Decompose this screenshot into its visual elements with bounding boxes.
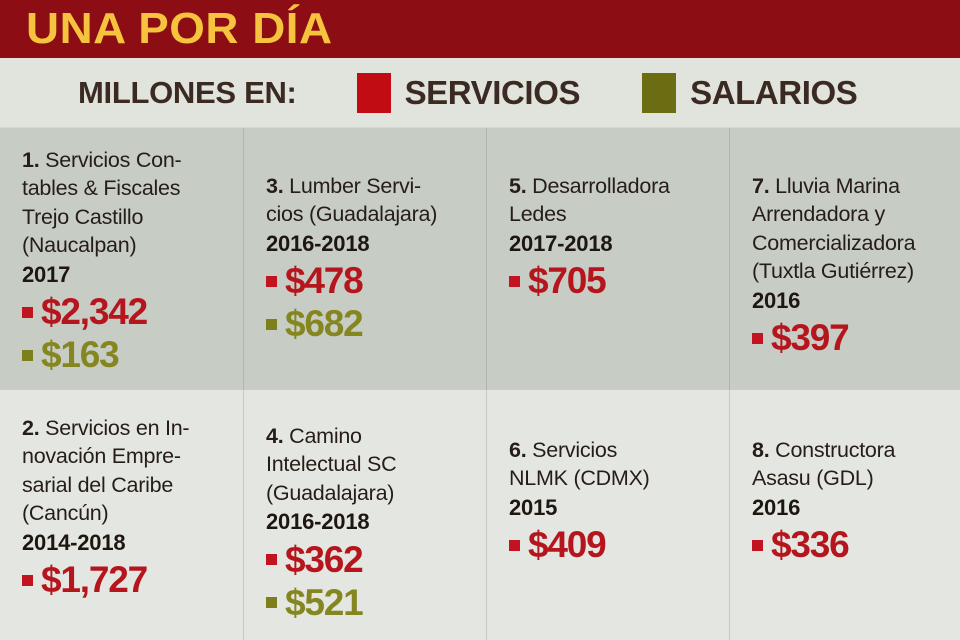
entry-years-7: 2016	[752, 287, 801, 313]
salarios-bullet-icon	[266, 597, 277, 609]
entry-rank-6: 6.	[509, 438, 527, 462]
entry-value-servicios-4: $362	[266, 538, 472, 580]
entry-amount-salarios-1: $163	[41, 334, 120, 376]
entry-name-6: 6. Servicios NLMK (CDMX)	[509, 436, 715, 493]
legend-prefix-label: MILLONES EN:	[78, 74, 297, 110]
entry-rank-7: 7.	[752, 174, 770, 198]
entry-value-servicios-2: $1,727	[22, 560, 229, 600]
entry-value-servicios-3: $478	[266, 261, 472, 301]
servicios-swatch-icon	[356, 72, 391, 113]
entry-value-salarios-4: $521	[266, 581, 472, 623]
entry-amount-servicios-2: $1,727	[41, 559, 148, 601]
legend-label-servicios: SERVICIOS	[404, 73, 581, 111]
entry-amount-servicios-4: $362	[285, 538, 364, 580]
servicios-bullet-icon	[22, 574, 33, 586]
legend-entry-salarios: SALARIOS	[642, 72, 858, 113]
entry-company-5: Desarrolladora Ledes	[509, 174, 670, 227]
salarios-swatch-icon	[642, 72, 677, 113]
legend-label-salarios: SALARIOS	[690, 73, 858, 111]
entry-value-servicios-8: $336	[752, 525, 946, 565]
entry-name-8: 8. Constructora Asasu (GDL)	[752, 436, 946, 493]
entry-name-4: 4. Camino Intelectual SC (Guadalajara)	[266, 422, 472, 507]
entry-amount-salarios-3: $682	[285, 303, 364, 345]
entry-amount-servicios-1: $2,342	[41, 291, 148, 333]
servicios-bullet-icon	[509, 539, 520, 551]
entry-years-3: 2016-2018	[266, 230, 370, 256]
entry-amount-servicios-8: $336	[771, 524, 850, 566]
entry-value-servicios-1: $2,342	[22, 292, 229, 332]
entry-rank-3: 3.	[266, 174, 284, 198]
entry-row-top: 1. Servicios Con-tables & Fiscales Trejo …	[0, 128, 960, 390]
servicios-bullet-icon	[509, 275, 520, 287]
servicios-bullet-icon	[752, 332, 763, 344]
entry-years-2: 2014-2018	[22, 529, 126, 555]
entry-card-1: 1. Servicios Con-tables & Fiscales Trejo …	[0, 128, 243, 390]
entry-years-5: 2017-2018	[509, 230, 613, 256]
entry-amount-servicios-6: $409	[528, 524, 607, 566]
entry-name-1: 1. Servicios Con-tables & Fiscales Trejo …	[22, 146, 229, 260]
entry-value-salarios-3: $682	[266, 304, 472, 344]
entry-company-1: Servicios Con-tables & Fiscales Trejo Cas…	[22, 148, 182, 258]
entry-card-2: 2. Servicios en In-novación Empre-sarial…	[0, 390, 243, 640]
entry-rank-5: 5.	[509, 174, 527, 198]
entry-card-5: 5. Desarrolladora Ledes 2017-2018 $705	[486, 128, 729, 390]
servicios-bullet-icon	[752, 539, 763, 551]
entry-value-salarios-1: $163	[22, 335, 229, 375]
title-bar: UNA POR DÍA	[0, 0, 960, 58]
entry-years-4: 2016-2018	[266, 509, 370, 535]
entry-amount-servicios-3: $478	[285, 260, 364, 302]
entry-company-4: Camino Intelectual SC (Guadalajara)	[266, 424, 397, 505]
servicios-bullet-icon	[22, 306, 33, 318]
entry-amount-servicios-7: $397	[771, 317, 850, 359]
entry-card-8: 8. Constructora Asasu (GDL) 2016 $336	[729, 390, 960, 640]
entry-rank-8: 8.	[752, 438, 770, 462]
entry-years-8: 2016	[752, 494, 801, 520]
entry-rank-2: 2.	[22, 416, 40, 440]
entry-value-servicios-7: $397	[752, 318, 946, 358]
entry-company-3: Lumber Servi-cios (Guadalajara)	[266, 174, 438, 227]
servicios-bullet-icon	[266, 554, 277, 566]
entry-company-8: Constructora Asasu (GDL)	[752, 438, 896, 491]
page-title: UNA POR DÍA	[26, 4, 333, 53]
entry-row-bottom: 2. Servicios en In-novación Empre-sarial…	[0, 390, 960, 640]
salarios-bullet-icon	[22, 349, 33, 361]
entry-value-servicios-5: $705	[509, 261, 715, 301]
entry-company-6: Servicios NLMK (CDMX)	[509, 438, 650, 491]
entry-value-servicios-6: $409	[509, 525, 715, 565]
entry-company-7: Lluvia Marina Arrendadora y Comercializado…	[752, 174, 916, 284]
entry-amount-servicios-5: $705	[528, 260, 607, 302]
salarios-bullet-icon	[266, 318, 277, 330]
entry-card-4: 4. Camino Intelectual SC (Guadalajara) 201…	[243, 390, 486, 640]
entry-rank-4: 4.	[266, 424, 284, 448]
entry-name-5: 5. Desarrolladora Ledes	[509, 172, 715, 229]
entry-company-2: Servicios en In-novación Empre-sarial de…	[22, 416, 190, 526]
entry-amount-salarios-4: $521	[285, 581, 364, 623]
entry-name-2: 2. Servicios en In-novación Empre-sarial…	[22, 414, 229, 528]
servicios-bullet-icon	[266, 275, 277, 287]
entry-name-7: 7. Lluvia Marina Arrendadora y Comercializ…	[752, 172, 946, 286]
entry-years-1: 2017	[22, 261, 71, 287]
entry-years-6: 2015	[509, 494, 558, 520]
entry-card-7: 7. Lluvia Marina Arrendadora y Comercializ…	[729, 128, 960, 390]
legend: MILLONES EN: SERVICIOS SALARIOS	[0, 58, 960, 128]
entry-name-3: 3. Lumber Servi-cios (Guadalajara)	[266, 172, 472, 229]
entry-card-3: 3. Lumber Servi-cios (Guadalajara) 2016-…	[243, 128, 486, 390]
legend-entry-servicios: SERVICIOS	[356, 72, 581, 113]
entry-card-6: 6. Servicios NLMK (CDMX) 2015 $409	[486, 390, 729, 640]
entry-rank-1: 1.	[22, 148, 40, 172]
